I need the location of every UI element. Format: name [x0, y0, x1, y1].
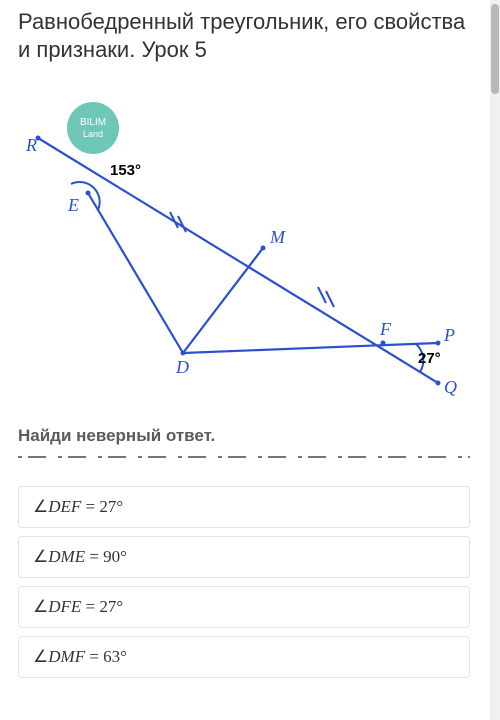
scrollbar-thumb[interactable] — [491, 4, 499, 94]
answer-option[interactable]: ∠DMF = 63° — [18, 636, 470, 678]
angle-value-E: 153° — [110, 162, 141, 179]
scrollbar-track[interactable] — [490, 0, 500, 720]
bilim-land-badge: BILIM Land — [67, 102, 119, 154]
point-label-P: P — [443, 325, 455, 345]
point-label-E: E — [67, 195, 79, 215]
page-title: Равнобедренный треугольник, его свойства… — [18, 8, 470, 63]
svg-text:Land: Land — [83, 129, 103, 139]
point-label-R: R — [25, 135, 37, 155]
point-label-D: D — [175, 357, 189, 377]
answer-option[interactable]: ∠DFE = 27° — [18, 586, 470, 628]
point-label-M: M — [269, 227, 286, 247]
line-DFP — [183, 343, 438, 353]
answer-options: ∠DEF = 27° ∠DME = 90° ∠DFE = 27° ∠DMF = … — [18, 486, 470, 678]
tick-mark — [318, 287, 326, 303]
angle-value-P: 27° — [418, 350, 441, 367]
svg-text:BILIM: BILIM — [80, 117, 106, 128]
line-MD — [183, 248, 263, 353]
answer-option[interactable]: ∠DME = 90° — [18, 536, 470, 578]
question-prompt: Найди неверный ответ. — [18, 426, 470, 446]
tick-mark — [326, 291, 334, 307]
geometry-diagram: BILIM Land — [18, 83, 470, 408]
separator — [18, 456, 470, 458]
point-label-Q: Q — [444, 377, 457, 397]
answer-option[interactable]: ∠DEF = 27° — [18, 486, 470, 528]
point-label-F: F — [379, 319, 392, 339]
